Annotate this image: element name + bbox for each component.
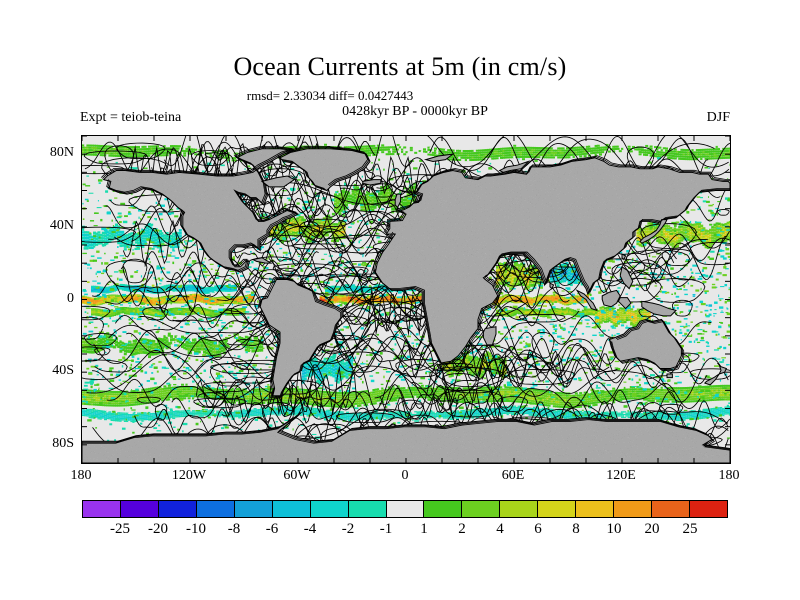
colorbar-label--8: -8	[227, 521, 241, 537]
colorbar-cell-2	[158, 501, 197, 517]
colorbar-cells	[82, 500, 728, 518]
colorbar-label--2: -2	[341, 521, 355, 537]
colorbar-cell-7	[348, 501, 387, 517]
ocean-current-map	[82, 136, 730, 463]
colorbar-label--10: -10	[186, 521, 206, 537]
colorbar-cell-15	[652, 501, 690, 517]
colorbar-cell-6	[310, 501, 349, 517]
colorbar-label--6: -6	[265, 521, 279, 537]
x-axis-labels: 180 120W 60W 0 60E 120E 180	[71, 468, 740, 490]
colorbar-cell-13	[576, 501, 615, 517]
season-label: DJF	[706, 110, 730, 125]
colorbar-tick-labels: -25 -20 -10 -8 -6 -4 -2 -1 1 2 4 6 8 10 20 25	[82, 521, 728, 541]
y-tick-40S: 40S	[52, 363, 74, 379]
colorbar-cell-16	[690, 501, 727, 517]
colorbar-label--1: -1	[379, 521, 393, 537]
colorbar-label-1: 1	[420, 521, 428, 537]
colorbar-cell-8	[386, 501, 425, 517]
x-tick-60W: 60W	[283, 468, 311, 483]
x-tick-0: 0	[401, 468, 409, 483]
experiment-label: Expt = teiob-teina	[80, 110, 182, 125]
x-tick-120W: 120W	[171, 468, 207, 483]
x-tick-180: 180	[70, 468, 92, 483]
page-title: Ocean Currents at 5m (in cm/s)	[233, 52, 567, 81]
colorbar-label-2: 2	[458, 521, 466, 537]
colorbar-cell-12	[538, 501, 577, 517]
y-tick-80N: 80N	[49, 145, 74, 161]
colorbar-label-6: 6	[534, 521, 542, 537]
colorbar-label-25: 25	[682, 521, 698, 537]
colorbar-cell-10	[462, 501, 501, 517]
colorbar-label-8: 8	[572, 521, 580, 537]
colorbar-label--4: -4	[303, 521, 317, 537]
x-tick-180: 180	[718, 468, 740, 483]
colorbar-cell-14	[614, 501, 653, 517]
colorbar	[82, 500, 728, 518]
colorbar-cell-9	[424, 501, 463, 517]
colorbar-label--20: -20	[148, 521, 168, 537]
x-tick-120E: 120E	[606, 468, 636, 483]
colorbar-cell-4	[234, 501, 273, 517]
colorbar-label-10: 10	[606, 521, 622, 537]
colorbar-label-20: 20	[644, 521, 660, 537]
y-tick-80S: 80S	[52, 435, 74, 451]
statistics-subtitle: rmsd= 2.33034 diff= 0.0427443	[246, 88, 414, 103]
x-tick-60E: 60E	[501, 468, 525, 483]
colorbar-label-4: 4	[496, 521, 504, 537]
colorbar-cell-3	[196, 501, 235, 517]
colorbar-cell-11	[500, 501, 539, 517]
y-tick-40N: 40N	[49, 217, 74, 233]
colorbar-cell-5	[272, 501, 311, 517]
map-plot-area	[81, 135, 731, 464]
y-tick-0: 0	[67, 290, 74, 306]
y-axis-labels: 80N 40N 0 40S 80S	[22, 135, 74, 462]
period-subtitle: 0428kyr BP - 0000kyr BP	[342, 104, 488, 119]
colorbar-label--25: -25	[110, 521, 130, 537]
colorbar-cell-0	[83, 501, 121, 517]
colorbar-cell-1	[120, 501, 159, 517]
